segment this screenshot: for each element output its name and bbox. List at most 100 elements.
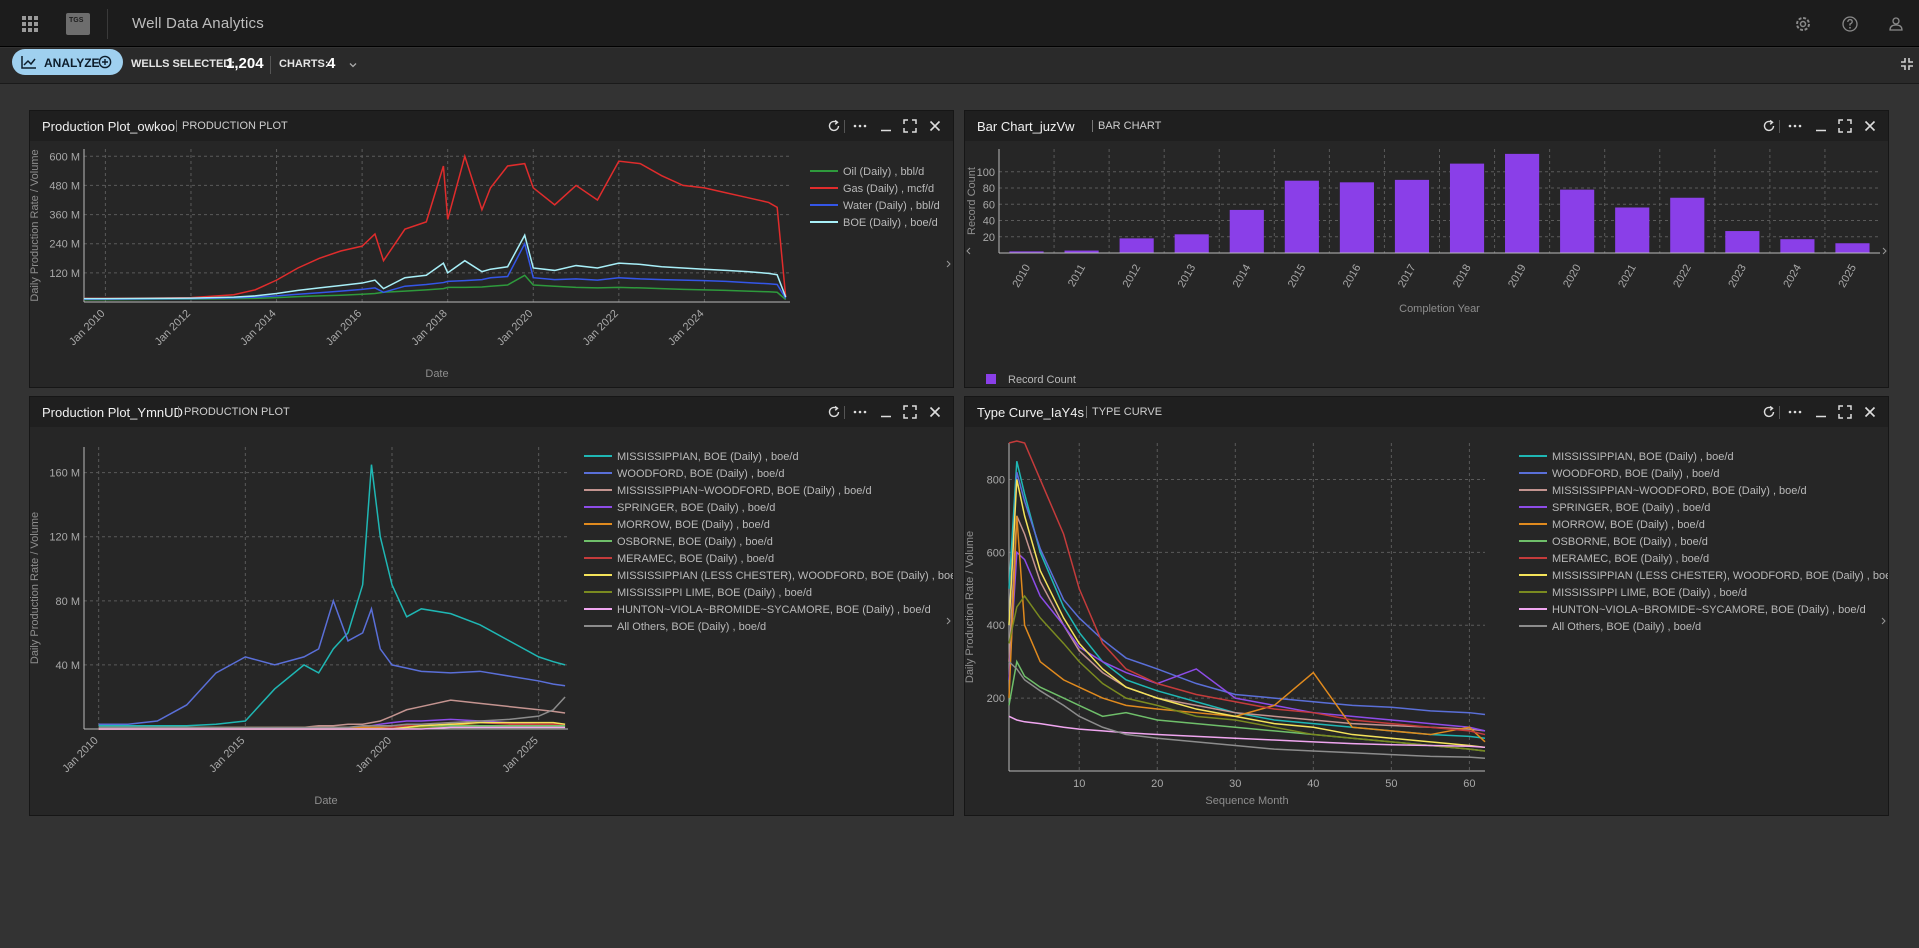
series-line[interactable] [1008, 461, 1486, 739]
bar[interactable] [1780, 239, 1815, 253]
series-line[interactable] [84, 274, 787, 301]
legend-entry: MERAMEC, BOE (Daily) , boe/d [1552, 553, 1709, 565]
x-tick-label: Jan 2020 [495, 308, 535, 348]
bar[interactable] [1560, 189, 1595, 253]
divider [1779, 406, 1780, 419]
minimize-icon[interactable] [878, 404, 894, 420]
series-line[interactable] [84, 241, 787, 300]
x-tick-label: 30 [1229, 778, 1241, 790]
series-line[interactable] [1008, 659, 1486, 752]
legend-entry: MORROW, BOE (Daily) , boe/d [1552, 519, 1705, 531]
bar[interactable] [1505, 153, 1540, 253]
x-tick-label: Jan 2012 [153, 308, 193, 348]
more-options-icon[interactable] [852, 404, 868, 420]
bar[interactable] [1670, 197, 1705, 253]
close-icon[interactable] [1862, 404, 1878, 420]
refresh-icon[interactable] [826, 404, 842, 420]
gear-icon[interactable] [1793, 14, 1813, 34]
series-line[interactable] [98, 696, 566, 729]
legend-entry: MISSISSIPPIAN~WOODFORD, BOE (Daily) , bo… [617, 485, 872, 497]
maximize-icon[interactable] [1837, 404, 1853, 420]
refresh-icon[interactable] [1761, 118, 1777, 134]
maximize-icon[interactable] [902, 404, 918, 420]
maximize-icon[interactable] [1837, 118, 1853, 134]
bar[interactable] [1339, 182, 1374, 253]
series-line[interactable] [1008, 594, 1486, 752]
bar[interactable] [1394, 179, 1430, 253]
series-line[interactable] [1008, 715, 1486, 749]
y-tick-label: 600 M [49, 151, 80, 163]
series-line[interactable] [1008, 440, 1486, 736]
apps-grid-icon[interactable] [20, 14, 40, 34]
y-tick-label: 80 M [56, 596, 80, 608]
series-line[interactable] [1008, 515, 1486, 743]
chevron-down-icon[interactable] [348, 60, 358, 70]
x-tick-label: 2021 [1616, 263, 1639, 290]
bar[interactable] [1449, 163, 1485, 253]
collapse-icon[interactable] [1900, 57, 1914, 71]
minimize-icon[interactable] [1813, 118, 1829, 134]
close-icon[interactable] [927, 404, 943, 420]
minimize-icon[interactable] [878, 118, 894, 134]
legend-scroll-icon[interactable] [946, 617, 951, 625]
add-circle-icon [98, 55, 112, 69]
x-tick-label: 2015 [1286, 263, 1309, 290]
more-options-icon[interactable] [1787, 404, 1803, 420]
bar-chart[interactable]: 20 40 60 80 100 2010 2011 2012 2013 2014 2015 2016 2… [965, 141, 1888, 387]
x-tick-label: Jan 2016 [324, 308, 364, 348]
series-line[interactable] [1008, 515, 1486, 732]
divider [1779, 120, 1780, 133]
minimize-icon[interactable] [1813, 404, 1829, 420]
bar[interactable] [1284, 180, 1319, 253]
line-chart[interactable]: 10 20 30 40 50 60 200 400 600 800 Sequence Month Da… [965, 427, 1888, 815]
series-line[interactable] [1008, 479, 1486, 749]
bar[interactable] [1009, 251, 1044, 253]
scroll-arrow-icon[interactable] [966, 247, 1887, 255]
refresh-icon[interactable] [826, 118, 842, 134]
close-icon[interactable] [927, 118, 943, 134]
series-line[interactable] [1008, 550, 1486, 732]
analyze-button[interactable]: ANALYZE [12, 49, 123, 75]
y-tick-label: 120 M [49, 532, 80, 544]
x-tick-label: 50 [1385, 778, 1397, 790]
panel-header: Production Plot_YmnUD PRODUCTION PLOT [30, 397, 953, 427]
user-icon[interactable] [1886, 14, 1906, 34]
bar[interactable] [1725, 231, 1760, 253]
analyze-label: ANALYZE [44, 56, 100, 70]
line-chart[interactable]: Jan 2010 Jan 2015 Jan 2020 Jan 2025 40 M 80 M… [30, 427, 953, 815]
bar[interactable] [1229, 209, 1264, 253]
series-line[interactable] [98, 598, 566, 725]
bar[interactable] [1174, 234, 1209, 253]
bar[interactable] [1064, 250, 1099, 253]
series-line[interactable] [98, 726, 566, 730]
help-icon[interactable] [1840, 14, 1860, 34]
charts-count: 4 [327, 55, 336, 72]
series-line[interactable] [84, 153, 787, 300]
legend-scroll-icon[interactable] [946, 260, 951, 268]
close-icon[interactable] [1862, 118, 1878, 134]
divider [270, 56, 271, 74]
x-tick-label: Jan 2024 [666, 308, 706, 348]
bar[interactable] [1615, 207, 1650, 254]
series-line[interactable] [98, 464, 566, 727]
y-tick-label: 480 M [49, 180, 80, 192]
legend-entry: OSBORNE, BOE (Daily) , boe/d [617, 536, 773, 548]
maximize-icon[interactable] [902, 118, 918, 134]
x-tick-label: Jan 2015 [207, 735, 247, 775]
bar[interactable] [1835, 243, 1870, 253]
refresh-icon[interactable] [1761, 404, 1777, 420]
legend-entry: MORROW, BOE (Daily) , boe/d [617, 519, 770, 531]
series-line[interactable] [84, 233, 787, 300]
app-title: Well Data Analytics [132, 15, 264, 32]
y-tick-label: 400 [987, 620, 1005, 632]
more-options-icon[interactable] [852, 118, 868, 134]
line-chart[interactable]: Jan 2010 Jan 2012 Jan 2014 Jan 2016 Jan 2018… [30, 141, 953, 387]
x-tick-label: 10 [1073, 778, 1085, 790]
chart-panel-type-curve: Type Curve_IaY4s TYPE CURVE 10 20 30 40 50 60 20… [964, 396, 1889, 816]
legend-scroll-icon[interactable] [1881, 617, 1886, 625]
legend-entry: MERAMEC, BOE (Daily) , boe/d [617, 553, 774, 565]
more-options-icon[interactable] [1787, 118, 1803, 134]
x-axis-label: Date [425, 368, 448, 380]
series-line[interactable] [1008, 661, 1486, 759]
bar[interactable] [1119, 238, 1154, 253]
